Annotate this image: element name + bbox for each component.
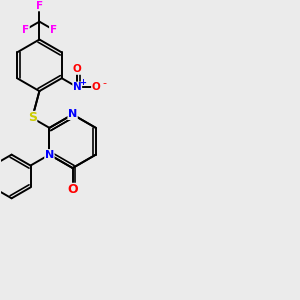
Text: N: N — [73, 82, 82, 92]
Text: O: O — [73, 64, 82, 74]
Text: +: + — [79, 78, 86, 87]
Text: F: F — [50, 25, 57, 34]
Text: S: S — [28, 111, 37, 124]
Text: N: N — [45, 150, 54, 160]
Text: -: - — [102, 78, 106, 88]
Text: N: N — [68, 110, 77, 119]
Text: F: F — [36, 1, 43, 11]
Text: F: F — [22, 25, 29, 34]
Text: O: O — [92, 82, 100, 92]
Text: O: O — [67, 183, 78, 196]
